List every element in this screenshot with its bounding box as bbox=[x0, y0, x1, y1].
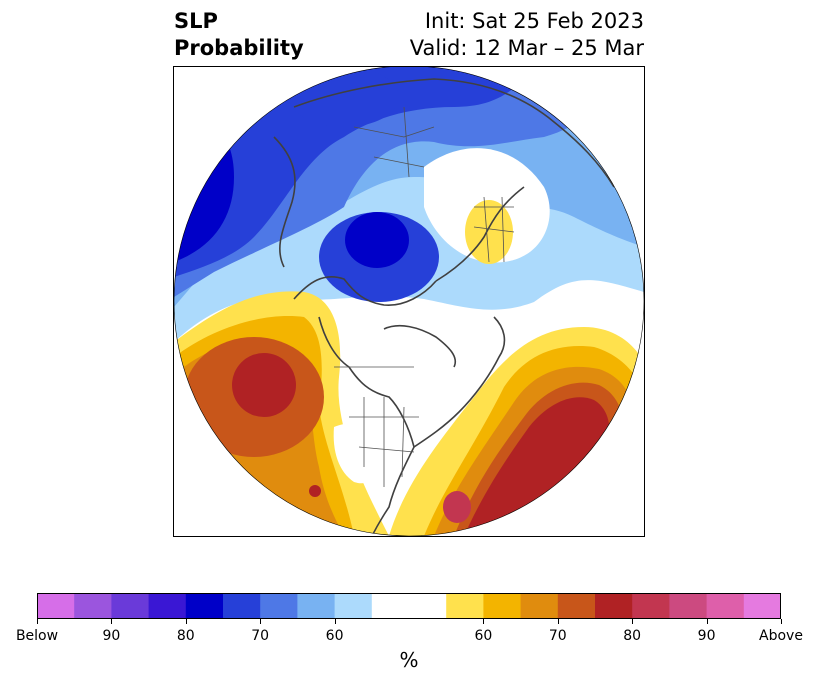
above-normal-siberia bbox=[465, 200, 513, 264]
colorbar-tick-mark bbox=[334, 619, 336, 624]
colorbar-tick-mark bbox=[260, 619, 262, 624]
colorbar-tick-label: 90 bbox=[102, 628, 121, 644]
colorbar-swatch bbox=[260, 593, 298, 619]
political-borders bbox=[334, 106, 515, 487]
init-date: Init: Sat 25 Feb 2023 bbox=[424, 9, 644, 33]
colorbar-tick-label: 80 bbox=[623, 628, 642, 644]
colorbar-swatch bbox=[483, 593, 522, 619]
colorbar-tick-mark bbox=[781, 619, 782, 624]
colorbar-border bbox=[37, 593, 781, 619]
colorbar-swatch bbox=[37, 593, 75, 619]
colorbar-tick-mark bbox=[483, 619, 485, 624]
colorbar-swatch bbox=[111, 593, 150, 619]
colorbar-swatch bbox=[334, 593, 373, 619]
title-line-1: SLP bbox=[174, 9, 218, 33]
map-title: SLP Probability bbox=[174, 8, 304, 62]
colorbar-swatch bbox=[669, 593, 708, 619]
colorbar-tick-mark bbox=[37, 619, 38, 624]
colorbar-swatch bbox=[371, 593, 447, 619]
colorbar-unit: % bbox=[399, 648, 419, 672]
colorbar-tick-label: 60 bbox=[474, 628, 493, 644]
title-line-2: Probability bbox=[174, 36, 304, 60]
colorbar-tick-mark bbox=[632, 619, 634, 624]
colorbar-tick-label: Below bbox=[15, 628, 59, 644]
colorbar-tick-label: 70 bbox=[251, 628, 270, 644]
colorbar-swatch bbox=[595, 593, 633, 619]
colorbar-swatch bbox=[74, 593, 112, 619]
below-normal-shading bbox=[174, 67, 644, 342]
colorbar-tick-label: 70 bbox=[548, 628, 567, 644]
colorbar-tick-label: 90 bbox=[697, 628, 716, 644]
colorbar bbox=[37, 593, 781, 619]
colorbar-tick-label: 80 bbox=[176, 628, 195, 644]
colorbar-swatch bbox=[557, 593, 596, 619]
forecast-dates: Init: Sat 25 Feb 2023 Valid: 12 Mar – 25… bbox=[410, 8, 644, 62]
colorbar-tick-mark bbox=[185, 619, 187, 624]
colorbar-tick-mark bbox=[111, 619, 113, 624]
map-panel bbox=[173, 66, 645, 537]
colorbar-swatch bbox=[520, 593, 559, 619]
colorbar-swatch bbox=[743, 593, 781, 619]
probability-map bbox=[174, 67, 644, 536]
colorbar-swatch bbox=[632, 593, 670, 619]
coastlines bbox=[273, 78, 615, 536]
colorbar-tick-mark bbox=[706, 619, 708, 624]
colorbar-swatch bbox=[223, 593, 261, 619]
colorbar-swatch bbox=[148, 593, 187, 619]
colorbar-tick-label: Above bbox=[759, 628, 803, 644]
colorbar-swatch bbox=[185, 593, 224, 619]
colorbar-swatch bbox=[706, 593, 745, 619]
colorbar-swatch bbox=[446, 593, 484, 619]
colorbar-tick-label: 60 bbox=[325, 628, 344, 644]
valid-range: Valid: 12 Mar – 25 Mar bbox=[409, 36, 644, 60]
map-disk bbox=[174, 67, 644, 536]
colorbar-tick-mark bbox=[557, 619, 559, 624]
colorbar-swatch bbox=[297, 593, 336, 619]
